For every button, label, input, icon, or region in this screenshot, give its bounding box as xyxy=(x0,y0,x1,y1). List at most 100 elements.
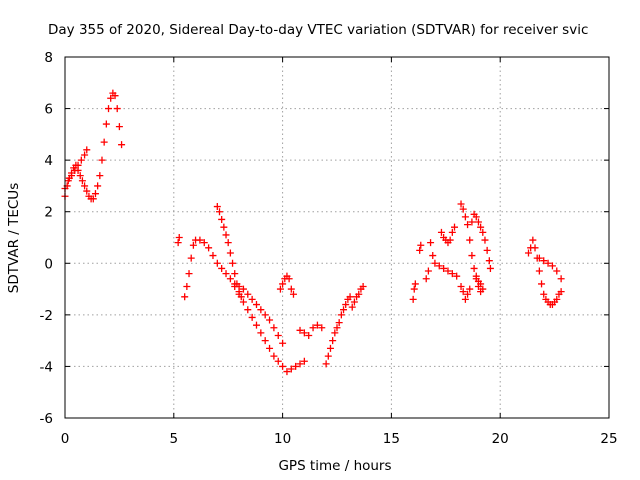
data-point xyxy=(100,138,108,146)
data-point xyxy=(300,357,308,365)
data-point xyxy=(300,329,308,337)
data-point xyxy=(479,285,487,293)
data-point xyxy=(257,306,265,314)
data-point xyxy=(457,282,465,290)
data-point xyxy=(318,324,326,332)
grid xyxy=(65,57,609,418)
data-point xyxy=(205,244,213,252)
data-series-segment xyxy=(409,280,419,303)
data-point xyxy=(107,94,115,102)
data-point xyxy=(461,295,469,303)
plot-frame xyxy=(64,56,610,419)
data-point xyxy=(91,190,99,198)
data-point xyxy=(248,295,256,303)
data-point xyxy=(483,246,491,254)
data-point xyxy=(457,200,465,208)
data-point xyxy=(348,303,356,311)
data-point xyxy=(98,156,106,164)
data-point xyxy=(548,262,556,270)
data-series-segment xyxy=(296,321,326,339)
data-point xyxy=(118,141,126,149)
data-point xyxy=(535,267,543,275)
data-point xyxy=(285,275,293,283)
data-point xyxy=(529,236,537,244)
data-point xyxy=(274,331,282,339)
data-point xyxy=(252,321,260,329)
data-point xyxy=(453,272,461,280)
data-series-segment xyxy=(472,272,487,293)
data-point xyxy=(305,331,313,339)
data-point xyxy=(102,120,110,128)
data-point xyxy=(417,241,425,249)
data-series-segment xyxy=(535,254,565,283)
data-series-segment xyxy=(231,280,287,347)
data-point xyxy=(83,187,91,195)
data-point xyxy=(287,365,295,373)
data-point xyxy=(422,275,430,283)
data-point xyxy=(105,105,113,113)
data-point xyxy=(224,239,232,247)
data-point xyxy=(248,313,256,321)
data-point xyxy=(337,311,345,319)
x-tick-label: 5 xyxy=(170,431,179,447)
data-point xyxy=(244,290,252,298)
data-point xyxy=(440,264,448,272)
data-point xyxy=(468,252,476,260)
data-point xyxy=(468,218,476,226)
data-point xyxy=(239,285,247,293)
data-point xyxy=(279,280,287,288)
data-point xyxy=(68,172,76,180)
data-point xyxy=(322,360,330,368)
data-point xyxy=(276,285,284,293)
data-point xyxy=(113,105,121,113)
chart-title: Day 355 of 2020, Sidereal Day-to-day VTE… xyxy=(48,22,588,38)
data-series-segment xyxy=(322,293,354,368)
data-point xyxy=(416,246,424,254)
data-series-segment xyxy=(348,282,367,311)
data-point xyxy=(557,288,565,296)
data-point xyxy=(252,301,260,309)
data-series-segment xyxy=(416,241,425,254)
data-point xyxy=(446,236,454,244)
data-point xyxy=(226,249,234,257)
data-point xyxy=(331,329,339,337)
data-point xyxy=(181,293,189,301)
data-point xyxy=(174,239,182,247)
data-point xyxy=(257,329,265,337)
data-point xyxy=(226,275,234,283)
data-point xyxy=(189,241,197,249)
data-point xyxy=(479,228,487,236)
data-point xyxy=(222,231,230,239)
data-point xyxy=(544,259,552,267)
data-point xyxy=(531,244,539,252)
y-tick-label: 6 xyxy=(44,102,53,118)
data-point xyxy=(296,360,304,368)
data-point xyxy=(474,218,482,226)
data-point xyxy=(74,161,82,169)
data-point xyxy=(448,228,456,236)
data-point xyxy=(292,362,300,370)
data-point xyxy=(237,293,245,301)
y-tick-label: 8 xyxy=(44,50,53,66)
data-point xyxy=(409,295,417,303)
data-point xyxy=(71,166,79,174)
data-point xyxy=(429,252,437,260)
data-point xyxy=(279,339,287,347)
data-point xyxy=(424,267,432,275)
data-point xyxy=(244,306,252,314)
data-point xyxy=(213,259,221,267)
data-point xyxy=(359,282,367,290)
data-point xyxy=(209,252,217,260)
data-series-segment xyxy=(457,200,485,296)
data-point xyxy=(200,239,208,247)
data-point xyxy=(477,280,485,288)
data-series-segment xyxy=(422,267,432,283)
data-point xyxy=(261,311,269,319)
data-point xyxy=(231,270,239,278)
data-point xyxy=(309,324,317,332)
data-point xyxy=(229,259,237,267)
data-point xyxy=(185,270,193,278)
data-point xyxy=(231,280,239,288)
data-point xyxy=(78,177,86,185)
